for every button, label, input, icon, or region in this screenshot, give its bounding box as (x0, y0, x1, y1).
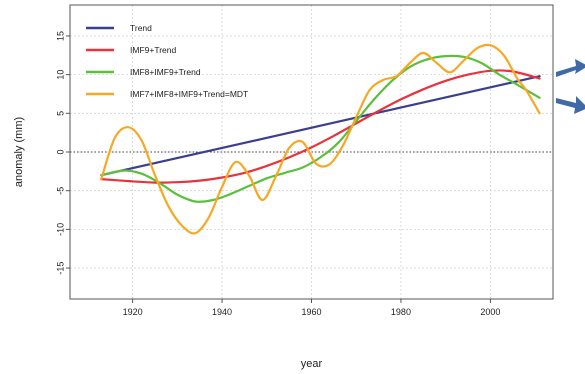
legend-label: IMF7+IMF8+IMF9+Trend=MDT (130, 89, 248, 99)
y-tick-label: 10 (55, 70, 65, 80)
y-axis-title: anomaly (mm) (13, 117, 25, 187)
y-tick-label: -10 (55, 223, 65, 236)
series-lines (100, 43, 541, 235)
series-line-2 (100, 69, 541, 184)
y-tick-label: 0 (55, 149, 65, 154)
x-axis-title: year (301, 358, 323, 370)
legend: Trend IMF9+Trend IMF8+IMF9+Trend IMF7+IMF8+… (86, 23, 248, 99)
series-line-1 (100, 75, 541, 177)
x-tick-label: 1940 (212, 307, 232, 317)
legend-label: IMF8+IMF9+Trend (130, 67, 201, 77)
x-tick-label: 1980 (391, 307, 411, 317)
y-axis: -15 -10 -5 0 5 10 15 (55, 31, 70, 275)
series-line-4 (100, 43, 541, 235)
x-tick-label: 2000 (480, 307, 500, 317)
x-tick-label: 1960 (301, 307, 321, 317)
y-tick-label: -15 (55, 262, 65, 275)
y-tick-label: 5 (55, 111, 65, 116)
legend-label: IMF9+Trend (130, 45, 176, 55)
series-line-3 (100, 54, 541, 203)
x-axis: 1920 1940 1960 1980 2000 (123, 299, 500, 317)
arrow-right-icon (556, 59, 585, 77)
y-tick-label: -5 (55, 187, 65, 195)
legend-label: Trend (130, 23, 152, 33)
arrow-right-icon (556, 96, 585, 114)
y-tick-label: 15 (55, 31, 65, 41)
x-tick-label: 1920 (123, 307, 143, 317)
